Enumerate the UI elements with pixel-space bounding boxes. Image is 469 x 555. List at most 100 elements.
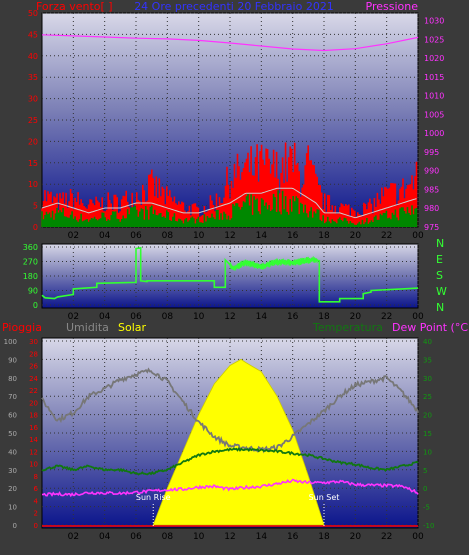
rain-tick-label: 18 [29, 412, 38, 420]
rain-tick-label: 0 [34, 522, 38, 530]
temperature-tick-label: 25 [423, 393, 432, 401]
pressure-tick-label: 975 [424, 223, 439, 232]
wind-title: Forza vento[ ] [36, 0, 113, 13]
legend-temperature: Temperatura [312, 321, 383, 334]
rain-tick-label: 8 [34, 473, 38, 481]
compass-label: N [436, 301, 444, 314]
compass-label: N [436, 237, 444, 250]
temp-hour-label: 06 [130, 532, 142, 542]
temp-hour-label: 00 [412, 532, 424, 542]
wind-tick-label: 0 [33, 223, 38, 232]
wind-hour-label: 06 [130, 231, 142, 241]
direction-hour-label: 14 [256, 312, 268, 322]
temperature-tick-label: 40 [423, 338, 432, 346]
humidity-tick-label: 90 [8, 356, 17, 364]
direction-noise [229, 256, 318, 271]
wind-tick-label: 20 [28, 137, 38, 146]
pressure-tick-label: 1025 [424, 35, 444, 44]
wind-tick-label: 50 [28, 9, 38, 18]
wind-hour-label: 02 [68, 231, 79, 241]
wind-tick-label: 45 [28, 30, 38, 39]
wind-hour-label: 16 [287, 231, 299, 241]
rain-tick-label: 16 [29, 424, 38, 432]
wind-tick-label: 40 [28, 52, 38, 61]
temp-hour-label: 18 [318, 532, 330, 542]
wind-hour-label: 10 [193, 231, 205, 241]
temperature-tick-label: 0 [423, 485, 427, 493]
wind-hour-label: 04 [99, 231, 111, 241]
temp-hour-label: 20 [350, 532, 362, 542]
rain-tick-label: 6 [34, 485, 39, 493]
rain-tick-label: 24 [29, 375, 38, 383]
dewpoint-line [41, 478, 419, 498]
direction-tick-label: 90 [28, 287, 38, 296]
temp-hour-label: 04 [99, 532, 111, 542]
rain-tick-label: 14 [29, 436, 38, 444]
direction-hour-label: 06 [130, 312, 142, 322]
wind-hour-label: 20 [350, 231, 362, 241]
rain-tick-label: 12 [29, 448, 38, 456]
legend-solar: Solar [118, 321, 147, 334]
direction-hour-label: 16 [287, 312, 299, 322]
temperature-tick-label: -10 [423, 522, 434, 530]
temp-hour-label: 16 [287, 532, 299, 542]
temp-hour-label: 10 [193, 532, 205, 542]
wind-hour-label: 12 [224, 231, 235, 241]
direction-hour-label: 08 [162, 312, 174, 322]
humidity-tick-label: 100 [4, 338, 17, 346]
pressure-tick-label: 985 [424, 185, 439, 194]
humidity-tick-label: 20 [8, 485, 17, 493]
direction-hour-label: 04 [99, 312, 111, 322]
compass-label: S [436, 269, 443, 282]
sunset-label: Sun Set [309, 493, 340, 502]
pressure-tick-label: 1010 [424, 92, 444, 101]
temperature-tick-label: 20 [423, 412, 432, 420]
compass-label: W [436, 285, 447, 298]
pressure-tick-label: 1030 [424, 17, 444, 26]
wind-tick-label: 10 [28, 180, 38, 189]
pressure-tick-label: 990 [424, 167, 439, 176]
direction-hour-label: 20 [350, 312, 362, 322]
temperature-tick-label: 10 [423, 448, 432, 456]
wind-hour-label: 00 [412, 231, 424, 241]
legend-humidity: Umidita [66, 321, 109, 334]
temp-hour-label: 12 [224, 532, 235, 542]
pressure-tick-label: 1020 [424, 54, 444, 63]
pressure-line [41, 34, 419, 52]
humidity-tick-label: 70 [8, 393, 17, 401]
pressure-tick-label: 980 [424, 204, 439, 213]
pressure-title: Pressione [366, 0, 419, 13]
temp-hour-label: 08 [162, 532, 174, 542]
humidity-tick-label: 80 [8, 375, 17, 383]
rain-tick-label: 2 [34, 510, 38, 518]
legend-dewpoint: Dew Point (°C) [392, 321, 469, 334]
wind-avg-bars [41, 190, 418, 227]
sunrise-label: Sun Rise [136, 493, 171, 502]
direction-hour-label: 00 [412, 312, 424, 322]
temp-hour-label: 02 [68, 532, 79, 542]
rain-tick-label: 4 [34, 497, 39, 505]
chart-title: 24 Ore precedenti 20 Febbraio 2021 [134, 0, 334, 13]
wind-hour-label: 14 [256, 231, 268, 241]
rain-tick-label: 10 [29, 461, 38, 469]
humidity-tick-label: 60 [8, 412, 17, 420]
temp-hour-label: 14 [256, 532, 268, 542]
temperature-tick-label: 35 [423, 356, 432, 364]
humidity-tick-label: 10 [8, 504, 17, 512]
wind-hour-label: 18 [318, 231, 330, 241]
temperature-tick-label: -5 [423, 504, 430, 512]
humidity-line [41, 367, 419, 454]
wind-hour-label: 08 [162, 231, 174, 241]
humidity-tick-label: 0 [13, 522, 17, 530]
direction-hour-label: 10 [193, 312, 205, 322]
rain-tick-label: 22 [29, 387, 38, 395]
wind-avg-line [41, 187, 417, 219]
direction-tick-label: 0 [33, 301, 38, 310]
pressure-tick-label: 995 [424, 148, 439, 157]
wind-tick-label: 30 [28, 95, 38, 104]
temperature-line [41, 446, 419, 476]
pressure-tick-label: 1005 [424, 110, 444, 119]
rain-tick-label: 26 [29, 363, 38, 371]
direction-tick-label: 360 [23, 243, 38, 252]
